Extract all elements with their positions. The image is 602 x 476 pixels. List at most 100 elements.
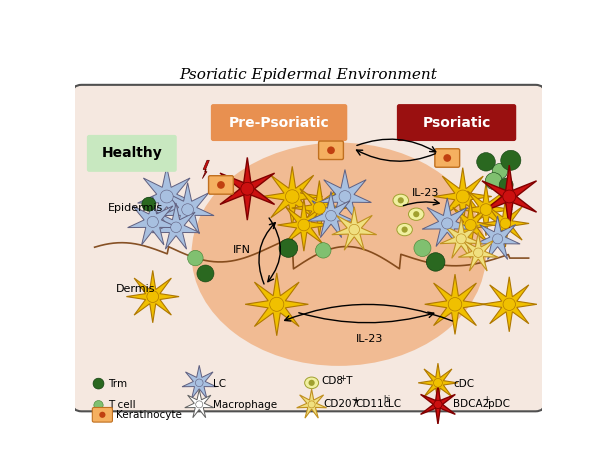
- Circle shape: [477, 153, 495, 171]
- Circle shape: [196, 401, 203, 408]
- Text: Macrophage: Macrophage: [213, 400, 278, 410]
- Polygon shape: [292, 180, 347, 236]
- Text: Trm: Trm: [108, 378, 127, 388]
- Text: cDC: cDC: [453, 378, 474, 388]
- Text: +: +: [483, 395, 490, 404]
- Circle shape: [434, 400, 442, 408]
- Polygon shape: [307, 191, 355, 238]
- Text: IL-23: IL-23: [412, 188, 439, 198]
- FancyArrowPatch shape: [357, 139, 436, 152]
- FancyBboxPatch shape: [435, 149, 460, 167]
- Circle shape: [270, 298, 284, 311]
- Circle shape: [285, 190, 299, 203]
- Circle shape: [217, 181, 225, 189]
- Circle shape: [308, 401, 315, 408]
- Text: hi: hi: [383, 395, 391, 404]
- Polygon shape: [421, 385, 455, 424]
- Text: Epidermis: Epidermis: [108, 203, 163, 213]
- Circle shape: [241, 182, 254, 195]
- Polygon shape: [182, 365, 217, 398]
- Circle shape: [456, 190, 469, 203]
- Circle shape: [398, 197, 404, 203]
- Text: Psoriatic Epidermal Environment: Psoriatic Epidermal Environment: [179, 68, 438, 82]
- Polygon shape: [434, 168, 492, 225]
- Polygon shape: [202, 160, 209, 178]
- FancyBboxPatch shape: [87, 135, 177, 172]
- Circle shape: [442, 218, 453, 229]
- Circle shape: [315, 243, 331, 258]
- Circle shape: [426, 253, 445, 271]
- Circle shape: [339, 191, 351, 202]
- FancyBboxPatch shape: [72, 85, 545, 411]
- Circle shape: [465, 219, 476, 230]
- Circle shape: [413, 211, 420, 217]
- Circle shape: [480, 204, 492, 216]
- Text: IL-23: IL-23: [356, 334, 383, 344]
- Circle shape: [327, 147, 335, 154]
- Text: LC: LC: [213, 378, 226, 388]
- Text: BDCA2: BDCA2: [453, 398, 489, 408]
- Circle shape: [500, 218, 510, 228]
- Text: Pre-Psoriatic: Pre-Psoriatic: [229, 116, 329, 129]
- Polygon shape: [128, 196, 178, 245]
- Circle shape: [94, 400, 103, 410]
- Circle shape: [503, 298, 515, 310]
- FancyBboxPatch shape: [211, 104, 347, 141]
- Circle shape: [142, 197, 156, 211]
- Circle shape: [197, 265, 214, 282]
- Circle shape: [99, 412, 105, 418]
- Text: IFN: IFN: [233, 246, 251, 256]
- Circle shape: [326, 210, 337, 221]
- Circle shape: [492, 234, 503, 244]
- Circle shape: [499, 178, 513, 192]
- Circle shape: [313, 202, 326, 214]
- Text: Psoriatic: Psoriatic: [423, 116, 491, 129]
- Ellipse shape: [409, 208, 424, 220]
- Polygon shape: [460, 183, 512, 236]
- Polygon shape: [458, 232, 498, 271]
- Text: LC: LC: [388, 398, 401, 408]
- FancyArrowPatch shape: [299, 312, 434, 323]
- Text: Dermis: Dermis: [116, 284, 155, 294]
- Polygon shape: [262, 167, 323, 227]
- Text: pDC: pDC: [488, 398, 509, 408]
- Polygon shape: [482, 200, 529, 247]
- Ellipse shape: [393, 194, 409, 207]
- Circle shape: [456, 234, 466, 244]
- Circle shape: [444, 154, 451, 162]
- Text: +: +: [353, 396, 359, 405]
- Circle shape: [298, 219, 310, 231]
- FancyArrowPatch shape: [268, 218, 281, 282]
- Circle shape: [196, 379, 203, 387]
- Circle shape: [160, 190, 173, 203]
- FancyArrowPatch shape: [259, 223, 275, 284]
- Polygon shape: [138, 167, 196, 223]
- Ellipse shape: [191, 143, 486, 366]
- Polygon shape: [318, 169, 371, 221]
- Polygon shape: [278, 199, 330, 251]
- Text: CD8: CD8: [321, 377, 344, 387]
- Polygon shape: [126, 270, 179, 323]
- Polygon shape: [332, 207, 377, 250]
- Circle shape: [433, 378, 442, 387]
- Ellipse shape: [397, 223, 412, 236]
- Circle shape: [147, 216, 158, 228]
- Circle shape: [503, 190, 516, 203]
- Circle shape: [414, 239, 431, 257]
- Ellipse shape: [305, 377, 318, 388]
- Circle shape: [501, 150, 521, 170]
- Polygon shape: [475, 216, 520, 259]
- Circle shape: [349, 224, 359, 235]
- FancyArrowPatch shape: [285, 305, 453, 321]
- FancyArrowPatch shape: [403, 199, 439, 206]
- Circle shape: [402, 227, 408, 233]
- Polygon shape: [424, 274, 485, 335]
- Text: Healthy: Healthy: [102, 147, 162, 160]
- Circle shape: [188, 250, 203, 266]
- Circle shape: [93, 378, 104, 389]
- FancyBboxPatch shape: [397, 104, 517, 141]
- Polygon shape: [440, 217, 482, 258]
- Polygon shape: [245, 273, 308, 336]
- Polygon shape: [220, 158, 275, 220]
- Polygon shape: [445, 200, 495, 250]
